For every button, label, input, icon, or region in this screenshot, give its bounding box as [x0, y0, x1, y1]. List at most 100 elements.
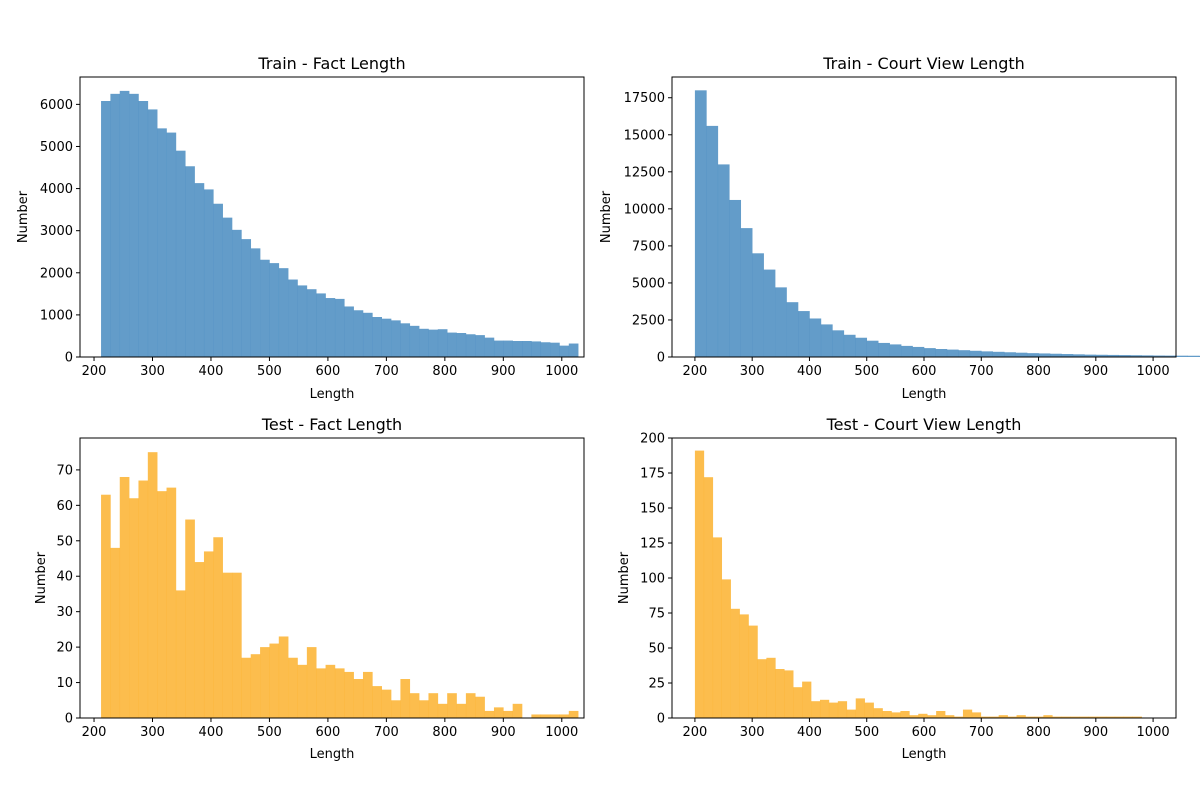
histogram-bar [763, 269, 776, 357]
histogram-bar [946, 349, 959, 357]
histogram-bar [250, 248, 261, 357]
axes-frame [79, 76, 585, 358]
histogram-bar [1070, 716, 1080, 718]
y-tick-label: 6000 [40, 98, 73, 113]
histogram-bar [1084, 354, 1097, 357]
histogram-bar [503, 710, 513, 718]
histogram-bar [241, 657, 252, 718]
histogram-bar [748, 625, 758, 718]
y-tick-label: 17500 [624, 91, 665, 106]
y-tick-label: 5000 [40, 140, 73, 155]
panel-test-fact: Test - Fact Length Length Number 200 300 4… [34, 415, 585, 762]
panel-title: Test - Court View Length [826, 415, 1022, 434]
histogram-bar [540, 714, 551, 718]
y-tick-label: 20 [56, 641, 73, 656]
y-tick-label: 0 [65, 351, 73, 366]
histogram-bar [559, 714, 570, 718]
panel-title: Test - Fact Length [261, 415, 402, 434]
histogram-bar [119, 90, 130, 357]
histogram-bar [232, 572, 242, 718]
histogram-bar [935, 349, 948, 357]
histogram-bar [213, 203, 223, 357]
y-tick-label: 70 [56, 463, 73, 478]
histogram-bar [138, 101, 149, 357]
histogram-bar [1187, 355, 1200, 357]
histogram-bar [372, 317, 382, 357]
histogram-bar [288, 279, 298, 357]
histogram-bar [909, 715, 919, 718]
histogram-bar [811, 701, 821, 718]
histogram-bar [1107, 354, 1120, 357]
histogram-bar [101, 494, 111, 718]
histogram-bar [297, 664, 308, 718]
histogram-bar [391, 320, 401, 357]
histogram-bar [1096, 716, 1107, 718]
histogram-bar [717, 164, 730, 357]
histogram-bar [855, 337, 868, 357]
histogram-bar [784, 670, 794, 718]
histogram-bar [353, 310, 364, 357]
y-tick-label: 12500 [624, 165, 665, 180]
histogram-bar [694, 450, 705, 718]
x-tick-label: 200 [682, 725, 707, 740]
histogram-bar [568, 710, 579, 718]
histogram-bar [712, 537, 723, 718]
histogram-bar [344, 671, 354, 718]
x-tick-label: 800 [1026, 364, 1051, 379]
histogram-bar [1088, 716, 1098, 718]
x-tick-label: 700 [969, 725, 994, 740]
histogram-bar [757, 659, 767, 718]
x-tick-label: 500 [257, 725, 282, 740]
y-tick-label: 4000 [40, 182, 73, 197]
histogram-bar [1176, 355, 1188, 357]
histogram-bar [819, 699, 830, 718]
histogram-bar [954, 716, 964, 718]
histogram-bar [846, 709, 857, 718]
histogram-bar [428, 693, 439, 718]
y-axis-label: Number [599, 190, 614, 243]
histogram-bar [832, 330, 845, 357]
histogram-bar [222, 572, 233, 718]
histogram-bar [353, 679, 364, 718]
histogram-bar [540, 342, 551, 357]
histogram-bar [344, 306, 354, 357]
y-tick-label: 0 [657, 351, 665, 366]
histogram-bar [288, 657, 298, 718]
y-tick-label: 5000 [632, 276, 665, 291]
histogram-bar [958, 350, 971, 357]
bars [694, 90, 1200, 357]
histogram-bar [1004, 352, 1016, 357]
histogram-bar [740, 228, 753, 357]
y-tick-label: 60 [56, 499, 73, 514]
x-tick-label: 300 [740, 725, 765, 740]
histogram-bar [110, 93, 121, 357]
y-tick-label: 10 [56, 676, 73, 691]
histogram-bar [837, 701, 848, 718]
histogram-bar [1027, 353, 1039, 357]
histogram-bar [918, 713, 928, 718]
x-axis-label: Length [902, 747, 947, 762]
histogram-bar [1072, 354, 1085, 357]
x-tick-label: 300 [140, 364, 165, 379]
y-tick-label: 40 [56, 570, 73, 585]
histogram-bar [325, 298, 336, 357]
histogram-bar [269, 263, 280, 357]
histogram-bar [484, 710, 495, 718]
histogram-bar [531, 714, 542, 718]
histogram-bar [752, 253, 764, 357]
x-tick-label: 700 [969, 364, 994, 379]
panel-title: Train - Court View Length [822, 54, 1025, 73]
histogram-bar [409, 693, 420, 718]
histogram-bar [409, 325, 420, 357]
y-tick-label: 0 [657, 712, 665, 727]
histogram-bar [269, 643, 280, 718]
x-tick-label: 600 [315, 725, 340, 740]
x-tick-label: 800 [1026, 725, 1051, 740]
histogram-bar [334, 668, 345, 718]
histogram-bar [843, 334, 856, 357]
histogram-bar [998, 715, 1008, 718]
x-tick-label: 700 [374, 364, 399, 379]
histogram-bar [1095, 354, 1108, 357]
histogram-bar [456, 703, 467, 718]
histogram-bar [550, 342, 560, 357]
